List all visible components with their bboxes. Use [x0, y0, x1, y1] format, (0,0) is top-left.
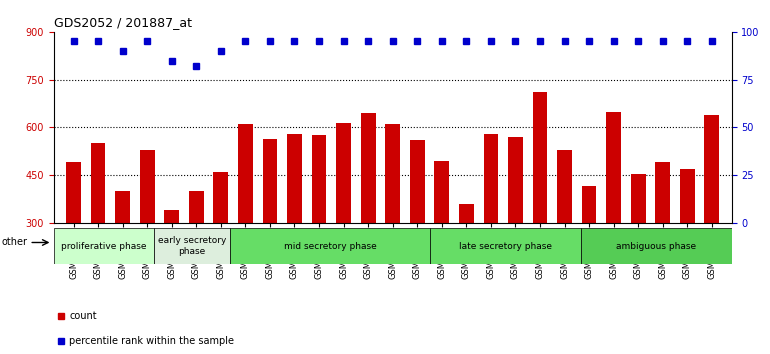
Bar — [54, 228, 154, 264]
Bar — [164, 210, 179, 319]
Bar — [336, 123, 351, 319]
Bar — [557, 150, 572, 319]
Text: proliferative phase: proliferative phase — [62, 241, 147, 251]
Bar — [385, 124, 400, 319]
Bar — [361, 113, 376, 319]
Text: early secretory
phase: early secretory phase — [158, 236, 226, 256]
Bar — [189, 191, 203, 319]
Bar — [655, 162, 670, 319]
Bar — [91, 143, 105, 319]
Bar — [312, 136, 326, 319]
Bar — [140, 150, 155, 319]
Bar — [430, 228, 581, 264]
Bar — [116, 191, 130, 319]
Bar — [287, 134, 302, 319]
Bar — [484, 134, 498, 319]
Bar — [263, 139, 277, 319]
Bar — [606, 112, 621, 319]
Bar — [680, 169, 695, 319]
Text: count: count — [69, 311, 97, 321]
Bar — [229, 228, 430, 264]
Text: GDS2052 / 201887_at: GDS2052 / 201887_at — [54, 16, 192, 29]
Bar — [582, 187, 597, 319]
Text: late secretory phase: late secretory phase — [459, 241, 552, 251]
Text: ambiguous phase: ambiguous phase — [616, 241, 696, 251]
Text: other: other — [2, 238, 28, 247]
Bar — [410, 140, 424, 319]
Text: mid secretory phase: mid secretory phase — [283, 241, 377, 251]
Bar — [533, 92, 547, 319]
Bar — [459, 204, 474, 319]
Bar — [434, 161, 449, 319]
Bar — [213, 172, 228, 319]
Bar — [154, 228, 229, 264]
Bar — [508, 137, 523, 319]
Bar — [581, 228, 732, 264]
Bar — [631, 174, 645, 319]
Bar — [238, 124, 253, 319]
Bar — [705, 115, 719, 319]
Text: percentile rank within the sample: percentile rank within the sample — [69, 336, 235, 346]
Bar — [66, 162, 81, 319]
